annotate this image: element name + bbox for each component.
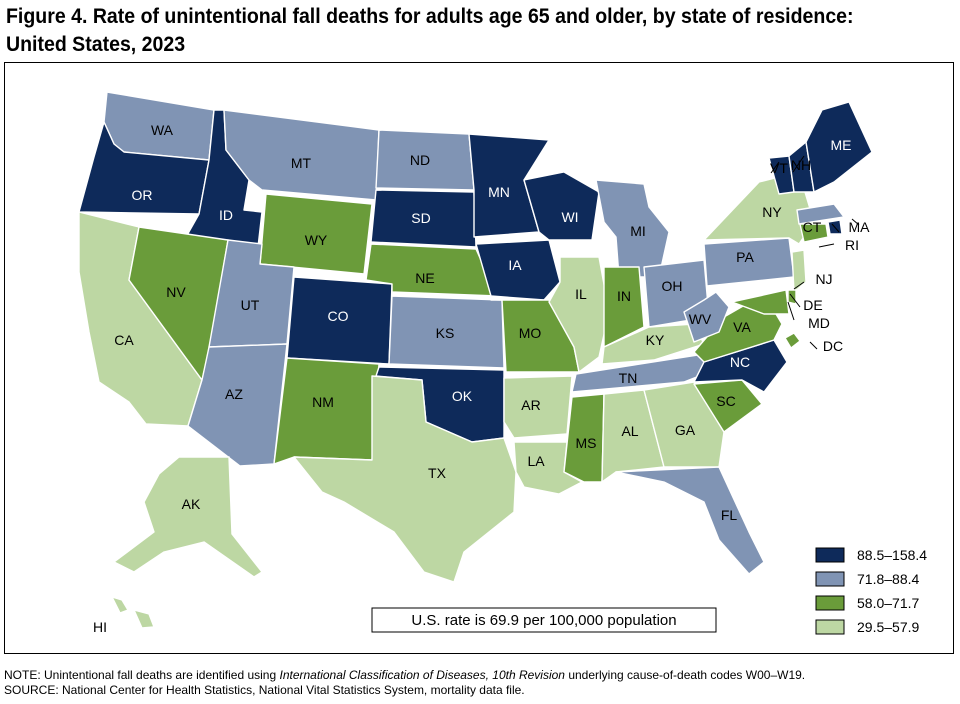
state-label-ms: MS (576, 435, 597, 451)
state-label-ne: NE (415, 270, 434, 286)
state-tx (293, 375, 517, 583)
figure-title: Figure 4. Rate of unintentional fall dea… (6, 3, 890, 59)
state-ks (388, 295, 505, 369)
state-label-wa: WA (151, 122, 174, 138)
state-label-tn: TN (619, 370, 638, 386)
state-label-ga: GA (675, 422, 696, 438)
map-frame (4, 62, 954, 654)
state-label-wy: WY (305, 232, 328, 248)
state-label-hi: HI (93, 619, 107, 635)
state-ms (563, 393, 605, 483)
state-label-ky: KY (646, 332, 665, 348)
state-ak (113, 456, 263, 578)
state-label-dc: DC (823, 338, 843, 354)
state-label-nm: NM (312, 394, 334, 410)
legend-swatch-2 (815, 571, 845, 587)
state-hi (111, 596, 155, 629)
us-choropleth-map: WA OR CA ID NV MT WY UT AZ CO NM ND SD NE KS OK TX MN IA MO… (78, 91, 927, 635)
state-label-ct: CT (803, 219, 822, 235)
state-label-sc: SC (716, 393, 735, 409)
state-dc (784, 332, 801, 349)
state-label-wv: WV (689, 311, 712, 327)
state-label-nc: NC (730, 354, 750, 370)
state-label-ia: IA (508, 257, 522, 273)
state-ct (799, 223, 829, 243)
state-label-nv: NV (166, 284, 186, 300)
state-label-ok: OK (452, 388, 473, 404)
state-label-il: IL (575, 286, 587, 302)
state-label-mo: MO (519, 325, 542, 341)
state-label-al: AL (621, 423, 638, 439)
state-label-co: CO (328, 308, 349, 324)
legend: 88.5–158.4 71.8–88.4 58.0–71.7 29.5–57.9 (815, 547, 927, 635)
state-al (601, 389, 665, 483)
state-label-mi: MI (630, 223, 646, 239)
state-label-mt: MT (291, 155, 312, 171)
state-ia (475, 239, 561, 301)
state-label-ut: UT (241, 297, 260, 313)
state-label-ma: MA (849, 219, 871, 235)
legend-swatch-1 (815, 547, 845, 563)
state-label-ny: NY (762, 204, 782, 220)
state-me (805, 101, 873, 193)
state-ga (643, 381, 725, 468)
state-label-in: IN (617, 288, 631, 304)
legend-swatch-4 (815, 619, 845, 635)
state-label-mn: MN (488, 184, 510, 200)
legend-label-4: 29.5–57.9 (857, 619, 919, 635)
state-wv (683, 291, 730, 343)
state-label-or: OR (132, 187, 153, 203)
state-wy (259, 193, 373, 275)
state-label-pa: PA (736, 249, 754, 265)
legend-label-2: 71.8–88.4 (857, 571, 919, 587)
state-label-vt: VT (770, 160, 788, 176)
state-in (603, 266, 645, 348)
state-label-md: MD (808, 315, 830, 331)
us-rate-box: U.S. rate is 69.9 per 100,000 population (371, 607, 717, 633)
state-label-oh: OH (662, 278, 683, 294)
state-label-ak: AK (182, 496, 201, 512)
state-label-ri: RI (845, 237, 859, 253)
state-ne (365, 243, 498, 297)
state-wi (523, 171, 600, 241)
legend-label-3: 58.0–71.7 (857, 595, 919, 611)
state-label-sd: SD (411, 210, 430, 226)
legend-label-1: 88.5–158.4 (857, 547, 927, 563)
state-label-va: VA (733, 319, 751, 335)
state-label-ar: AR (521, 397, 540, 413)
figure-title-line2: United States, 2023 (6, 33, 186, 56)
state-nj (791, 249, 807, 293)
state-sd (370, 189, 477, 248)
state-label-ca: CA (114, 332, 134, 348)
state-label-wi: WI (561, 209, 578, 225)
state-label-nj: NJ (815, 271, 832, 287)
state-ar (503, 375, 573, 439)
state-ma (796, 203, 845, 225)
legend-swatch-3 (815, 595, 845, 611)
state-label-me: ME (831, 137, 852, 153)
state-fl (615, 466, 765, 575)
state-label-de: DE (803, 297, 822, 313)
state-label-fl: FL (721, 507, 738, 523)
state-label-ks: KS (436, 325, 455, 341)
us-rate-text: U.S. rate is 69.9 per 100,000 population (411, 612, 676, 629)
state-label-nh: NH (791, 157, 811, 173)
state-nm (273, 357, 380, 465)
state-label-nd: ND (410, 152, 430, 168)
state-az (187, 343, 288, 467)
source-line: SOURCE: National Center for Health Stati… (4, 683, 525, 697)
footnote: NOTE: Unintentional fall deaths are iden… (4, 668, 805, 698)
state-label-id: ID (219, 207, 233, 223)
state-label-la: LA (527, 453, 545, 469)
state-il (548, 256, 610, 373)
figure-title-line1: Figure 4. Rate of unintentional fall dea… (6, 5, 854, 28)
state-md (731, 289, 790, 315)
note-line: NOTE: Unintentional fall deaths are iden… (4, 668, 806, 682)
state-label-tx: TX (428, 465, 447, 481)
state-label-az: AZ (225, 386, 243, 402)
